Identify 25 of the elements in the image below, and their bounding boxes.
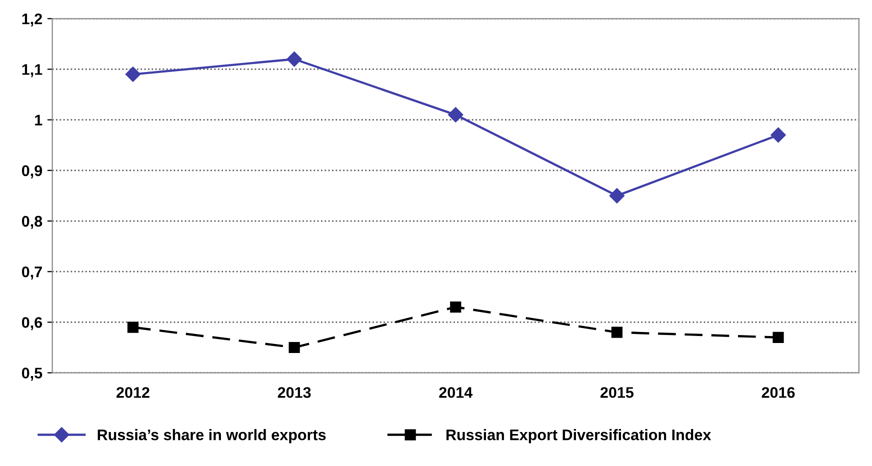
x-tick-label: 2014 — [439, 387, 473, 398]
point — [288, 342, 300, 354]
x-tick-label: 2015 — [600, 387, 634, 398]
point — [127, 322, 139, 333]
legend-label: Russia’s share in world exports — [98, 429, 326, 444]
point — [611, 326, 622, 338]
point — [770, 127, 786, 143]
point — [450, 301, 462, 313]
x-tick-label: 2012 — [116, 387, 150, 398]
y-tick-label: 0,9 — [22, 165, 42, 178]
x-tick-label: 2016 — [762, 387, 795, 398]
point — [448, 107, 464, 122]
x-tick-label: 2013 — [278, 387, 311, 398]
point — [609, 188, 625, 204]
y-tick-label: 1,1 — [22, 64, 42, 78]
legend-label: Russian Export Diversification Index — [446, 429, 712, 444]
point — [286, 52, 302, 67]
point — [772, 332, 784, 343]
point — [125, 66, 141, 82]
y-tick-label: 0,8 — [22, 216, 42, 229]
y-tick-label: 0,5 — [22, 368, 42, 381]
y-tick-label: 1,2 — [22, 14, 42, 27]
y-tick-label: 1 — [35, 114, 42, 126]
y-tick-label: 0,6 — [22, 317, 42, 330]
y-tick-label: 0,7 — [22, 266, 42, 280]
